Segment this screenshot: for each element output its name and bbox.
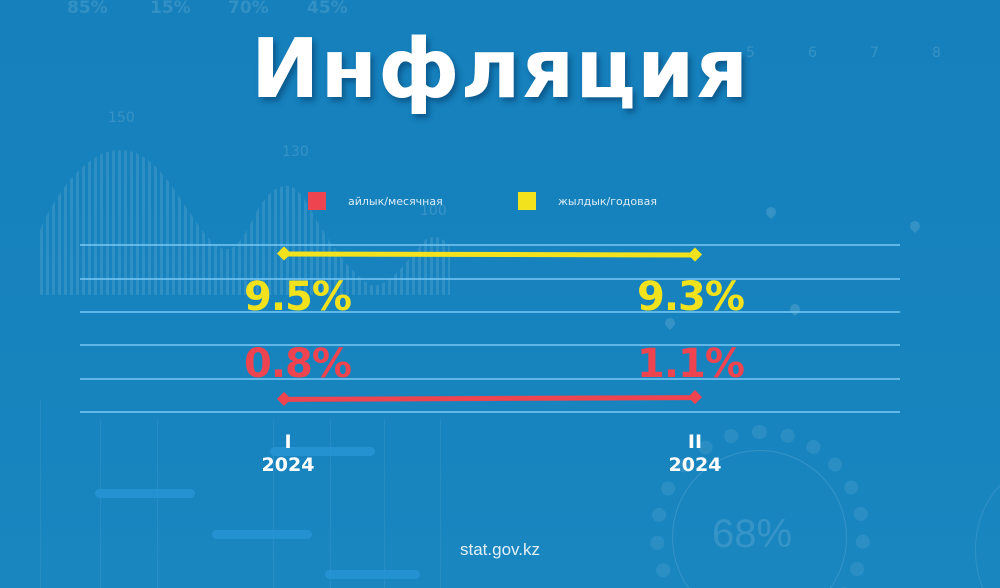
bg-wave-label: 130 (282, 144, 309, 160)
annual-point-start (276, 246, 292, 261)
annual-trend-line (276, 246, 703, 262)
period-roman: I (284, 431, 292, 453)
source-link[interactable]: stat.gov.kz (460, 540, 540, 559)
annual-value-period-2: 9.3% (637, 274, 745, 320)
period-label-2: II 2024 (655, 431, 735, 477)
bg-percent-label: 15% (150, 0, 191, 18)
period-year: 2024 (261, 454, 315, 476)
monthly-trend-line (276, 390, 703, 406)
bg-percent-label: 70% (228, 0, 269, 18)
gridline (80, 311, 900, 313)
annual-point-end (687, 247, 703, 262)
bg-percent-label: 85% (67, 0, 108, 18)
legend-label-annual: жылдык/годовая (558, 194, 657, 208)
monthly-value-period-1: 0.8% (244, 341, 352, 387)
period-roman: II (687, 431, 703, 453)
page-title: Инфляция (250, 22, 750, 117)
legend-item-monthly: айлык/месячная (308, 192, 443, 210)
bg-percent-label: 45% (307, 0, 348, 18)
monthly-point-start (276, 391, 292, 406)
gridline (80, 378, 900, 380)
period-year: 2024 (668, 454, 722, 476)
period-label-1: I 2024 (248, 431, 328, 477)
annual-value-period-1: 9.5% (244, 274, 352, 320)
gridline (80, 278, 900, 280)
gridline (80, 244, 900, 246)
legend-swatch-red (308, 192, 326, 210)
bg-wave-bars (40, 150, 450, 295)
legend-swatch-yellow (518, 192, 536, 210)
legend-label-monthly: айлык/месячная (348, 194, 443, 208)
legend-item-annual: жылдык/годовая (518, 192, 657, 210)
gridline (80, 344, 900, 346)
monthly-point-end (687, 390, 703, 405)
monthly-value-period-2: 1.1% (637, 341, 745, 387)
gridline (80, 411, 900, 413)
